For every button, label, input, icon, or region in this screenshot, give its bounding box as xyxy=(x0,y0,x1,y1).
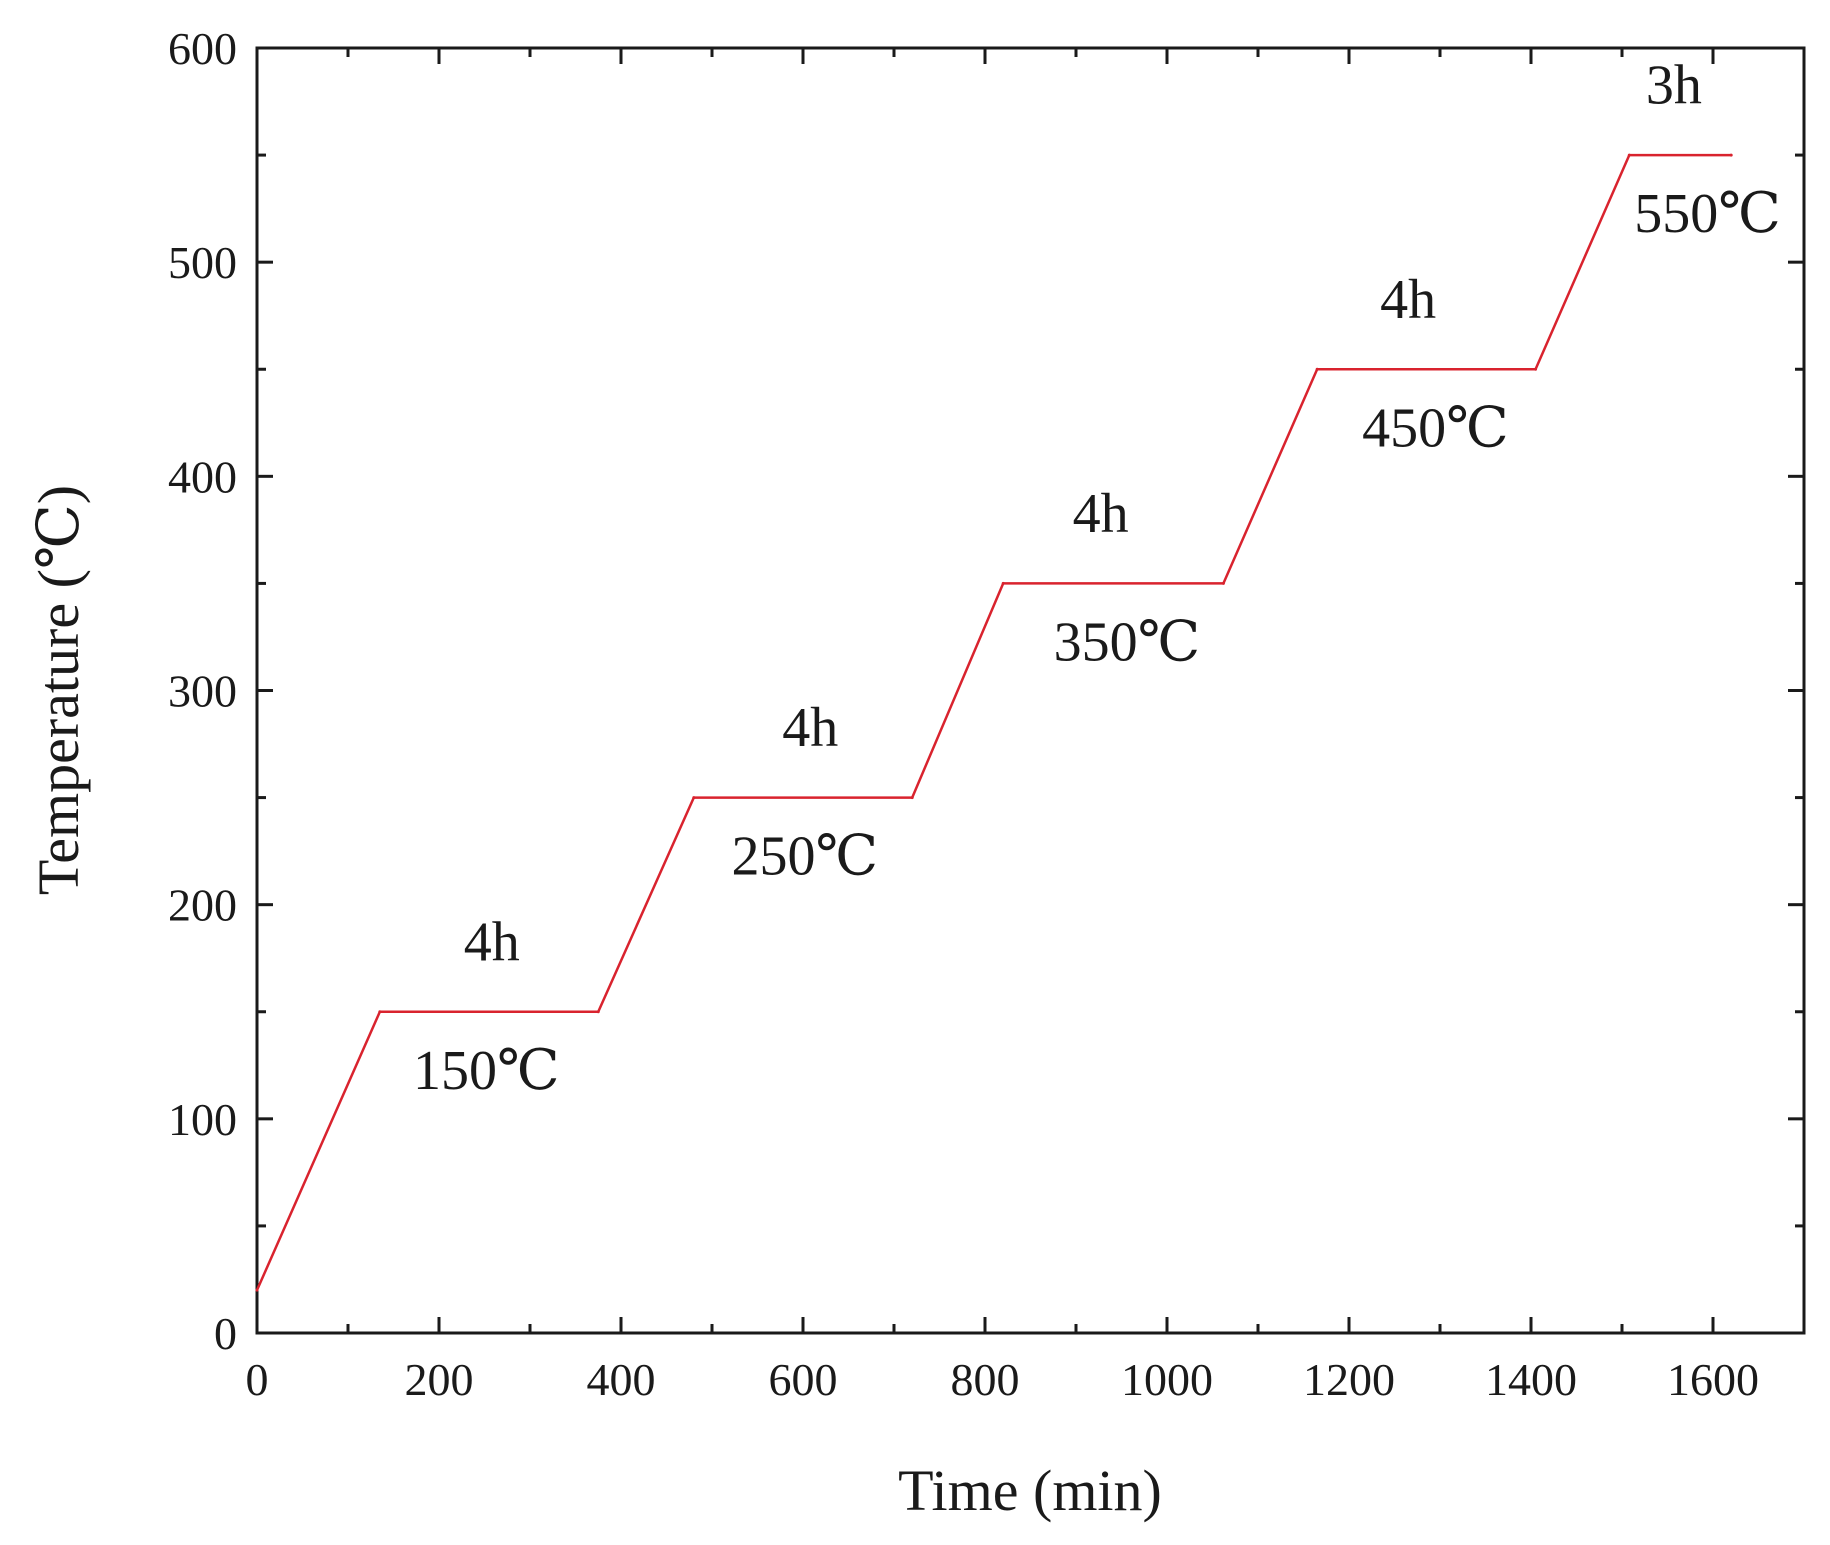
data-point xyxy=(692,796,696,800)
series-line-heating-profile xyxy=(255,153,1732,1291)
x-axis-title: Time (min) xyxy=(898,1458,1162,1523)
y-tick-label: 600 xyxy=(168,23,237,74)
data-point xyxy=(1534,367,1538,371)
data-point xyxy=(255,1288,259,1292)
series-group xyxy=(255,153,1733,1292)
y-tick-label: 200 xyxy=(168,880,237,931)
annotation-label: 550℃ xyxy=(1634,183,1781,245)
x-tick-label: 800 xyxy=(951,1354,1020,1405)
annotation-label: 4h xyxy=(782,697,838,759)
data-point xyxy=(596,1010,600,1014)
data-point xyxy=(910,796,914,800)
plot-frame xyxy=(255,46,1806,1335)
x-tick-label: 200 xyxy=(405,1354,474,1405)
y-tick-label: 300 xyxy=(168,666,237,717)
x-tick-label: 1000 xyxy=(1121,1354,1213,1405)
annotation-label: 4h xyxy=(1380,269,1436,331)
annotation-label: 3h xyxy=(1646,55,1702,117)
x-tick-label: 400 xyxy=(587,1354,656,1405)
data-point xyxy=(1001,581,1005,585)
x-tick-label: 1200 xyxy=(1303,1354,1395,1405)
data-point xyxy=(378,1010,382,1014)
y-tick-labels: 0 100 200 300 400 500 600 xyxy=(168,23,237,1359)
y-tick-label: 0 xyxy=(214,1308,237,1359)
annotation-label: 4h xyxy=(1073,483,1129,545)
x-tick-label: 1400 xyxy=(1485,1354,1577,1405)
y-axis-title: Temperature (℃) xyxy=(26,485,91,895)
annotation-label: 4h xyxy=(464,911,520,973)
x-tick-labels: 0 200 400 600 800 1000 1200 1400 1600 xyxy=(246,1354,1760,1405)
annotations: 4h 150℃ 4h 250℃ 4h 350℃ 4h 450℃ 3h 550℃ xyxy=(413,55,1781,1102)
data-point xyxy=(1627,153,1631,157)
x-tick-label: 1600 xyxy=(1667,1354,1759,1405)
annotation-label: 150℃ xyxy=(413,1040,560,1102)
y-tick-label: 100 xyxy=(168,1094,237,1145)
annotation-label: 350℃ xyxy=(1054,612,1201,674)
data-point xyxy=(1729,153,1733,157)
x-tick-label: 0 xyxy=(246,1354,269,1405)
x-tick-label: 600 xyxy=(769,1354,838,1405)
annotation-label: 250℃ xyxy=(731,826,878,888)
y-tick-label: 400 xyxy=(168,451,237,502)
axis-ticks xyxy=(255,46,1804,1335)
annotation-label: 450℃ xyxy=(1362,397,1509,459)
y-tick-label: 500 xyxy=(168,237,237,288)
data-point xyxy=(1221,581,1225,585)
data-point xyxy=(1315,367,1319,371)
